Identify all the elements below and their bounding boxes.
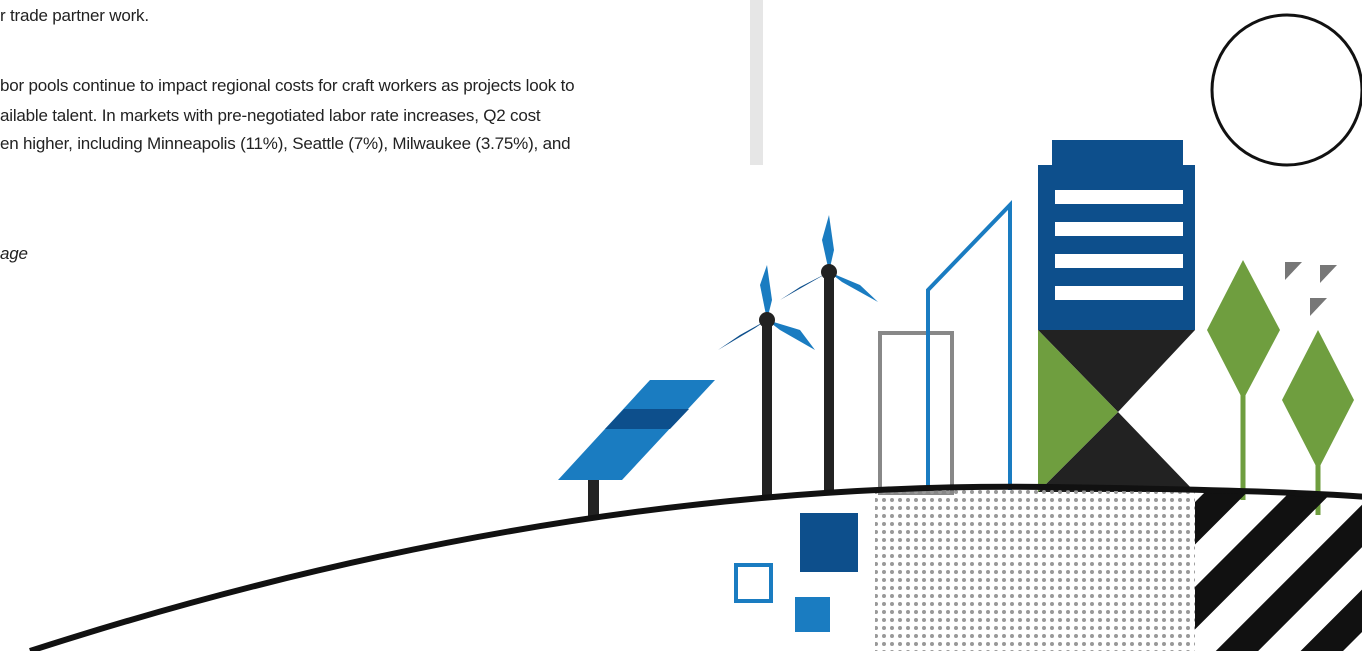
paragraph-line: bor pools continue to impact regional co… <box>0 76 575 95</box>
building <box>1038 140 1195 492</box>
caption: age <box>0 244 28 263</box>
paragraph-line: en higher, including Minneapolis (11%), … <box>0 134 571 153</box>
paragraph-line: r trade partner work. <box>0 6 149 25</box>
square <box>734 563 773 603</box>
sidebar-divider <box>750 0 763 165</box>
trees <box>1207 260 1354 515</box>
square <box>795 597 830 632</box>
dotted-ground <box>875 490 1195 651</box>
solar-panel <box>558 380 715 518</box>
paragraph-line: ailable talent. In markets with pre-nego… <box>0 106 541 125</box>
outline-tower <box>878 331 954 495</box>
hill-line <box>29 483 1362 651</box>
striped-ground <box>1195 490 1362 651</box>
wind-turbines <box>718 215 878 495</box>
sun <box>1210 13 1362 167</box>
square <box>800 513 858 572</box>
outline-tower <box>926 200 1012 490</box>
